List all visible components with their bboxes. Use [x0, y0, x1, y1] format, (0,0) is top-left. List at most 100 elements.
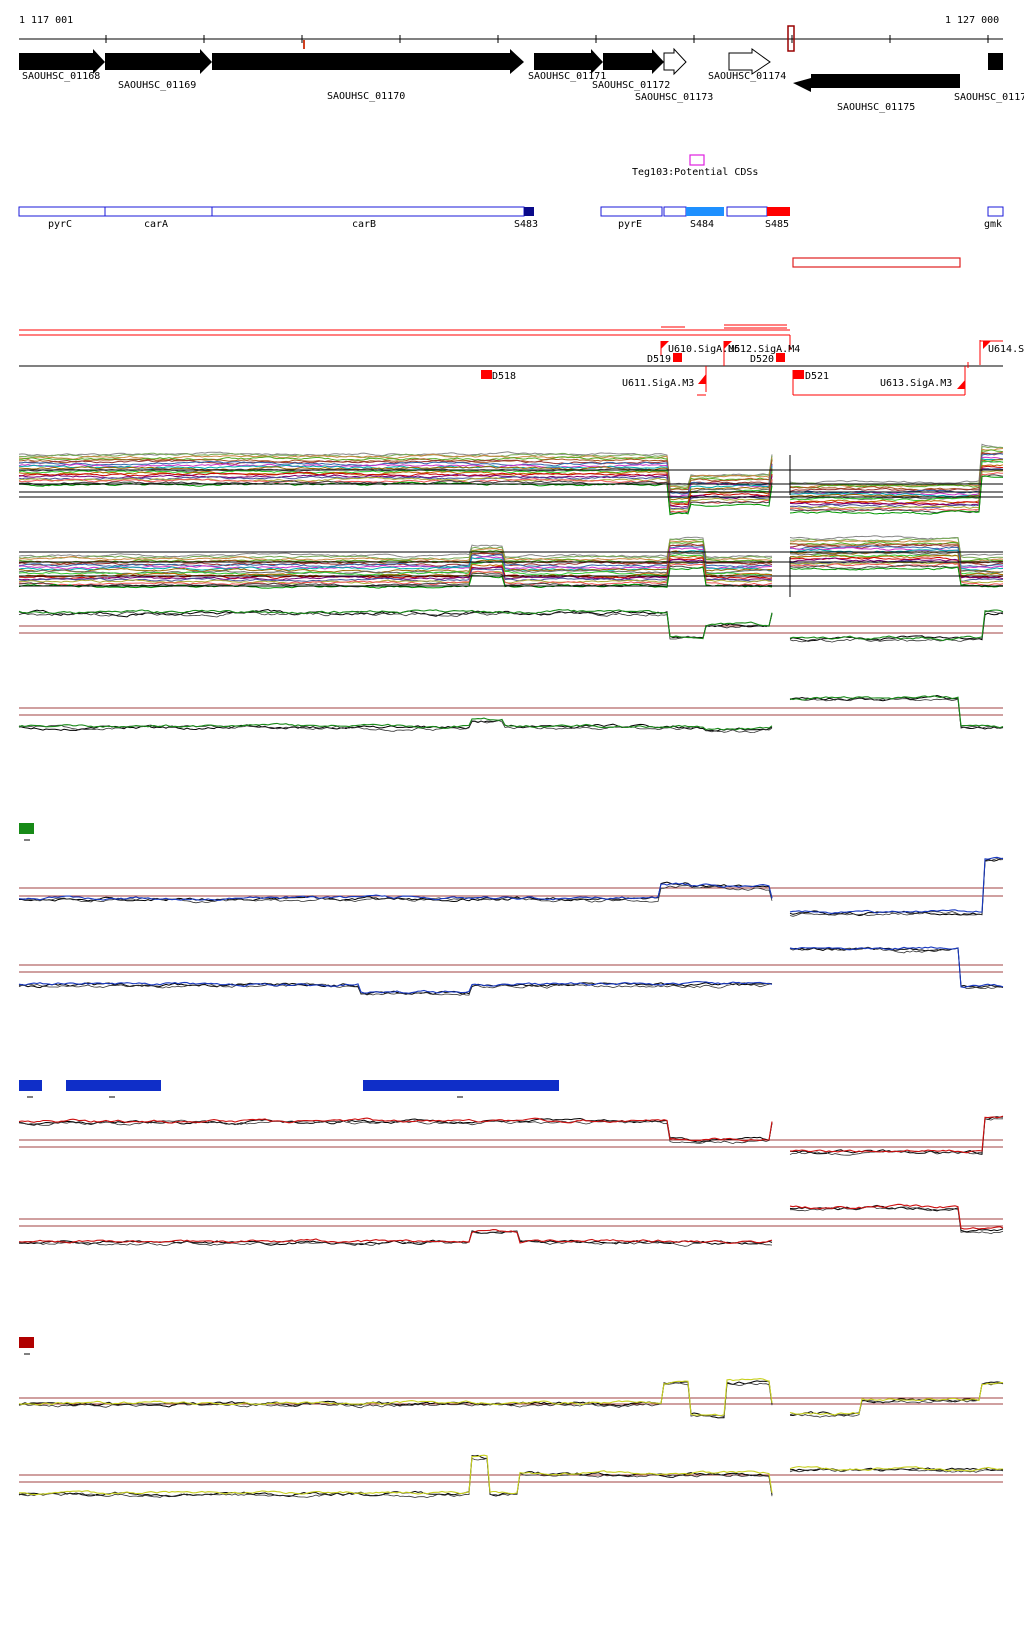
promoter-flag[interactable]: [724, 341, 732, 349]
promoter-flag-reverse[interactable]: [957, 380, 965, 389]
operon-label: pyrE: [618, 219, 642, 230]
region-bar-blue[interactable]: [19, 1080, 42, 1091]
gene-label: SAOUHSC_01172: [592, 80, 670, 91]
segment-S483[interactable]: [524, 207, 534, 216]
operon-label: carB: [352, 219, 376, 230]
gene-label: SAOUHSC_01173: [635, 92, 713, 103]
gene-arrow-01171[interactable]: [534, 49, 603, 74]
promoter-label: U613.SigA.M3: [880, 378, 952, 389]
series-line: [18, 1381, 1004, 1418]
series-line: [18, 1118, 1004, 1156]
promoter-label: U614.S: [988, 344, 1024, 355]
gene-arrow-01172[interactable]: [603, 49, 664, 74]
operon-block[interactable]: [663, 206, 687, 217]
operon-track: pyrC carA carB S483 pyrE S484 S485 gmk: [18, 206, 1004, 230]
series-line: [18, 1454, 1004, 1498]
segment-S485[interactable]: [767, 207, 790, 216]
terminator-D520[interactable]: [776, 353, 785, 362]
legend-green: [19, 823, 34, 841]
terminator-D518[interactable]: [481, 370, 492, 379]
legend-blue: [19, 1080, 559, 1098]
coord-start: 1 117 001: [19, 15, 73, 26]
track-pair: [18, 1454, 1004, 1499]
gene-arrow-01169[interactable]: [105, 49, 212, 74]
track-multi: [18, 535, 1004, 597]
operon-gmk[interactable]: [987, 206, 1004, 217]
series-line: [18, 554, 1004, 578]
track-pair: [18, 694, 1004, 734]
operon-carB[interactable]: [211, 206, 525, 217]
gene-label: SAOUHSC_01175: [837, 102, 915, 113]
terminator-label: D521: [805, 371, 829, 382]
terminator-label: D519: [647, 354, 671, 365]
series-line: [18, 1203, 1004, 1245]
gene-arrow-0117x[interactable]: [988, 53, 1003, 70]
series-line: [18, 546, 1004, 570]
series-line: [18, 537, 1004, 561]
track-pair: [18, 856, 1004, 917]
gene-arrow-01174[interactable]: [728, 48, 771, 75]
gene-arrow-01173[interactable]: [663, 47, 687, 76]
segment-S484[interactable]: [686, 207, 724, 216]
operon-label: S483: [514, 219, 538, 230]
series-line: [18, 468, 1004, 510]
series-line: [18, 1204, 1004, 1246]
series-line: [18, 608, 1004, 642]
series-line: [18, 443, 1004, 486]
track-pair: [18, 1378, 1004, 1419]
operon-pyrE[interactable]: [600, 206, 663, 217]
series-line: [18, 610, 1004, 643]
promoter-flag[interactable]: [983, 341, 991, 349]
promoter-flag-reverse[interactable]: [698, 374, 706, 384]
operon-block[interactable]: [726, 206, 768, 217]
operon-carA[interactable]: [104, 206, 213, 217]
track-pair: [18, 1203, 1004, 1247]
operon-label: carA: [144, 219, 168, 230]
series-line: [19, 857, 1004, 917]
promoter-track: U610.SigA.M5 U612.SigA.M4 U614.S D519 D5…: [19, 324, 1024, 396]
teg103-box[interactable]: [689, 154, 705, 166]
terminator-D519[interactable]: [673, 353, 682, 362]
gene-arrow-01168[interactable]: [19, 49, 105, 74]
series-line: [19, 858, 1004, 917]
region-bar-blue[interactable]: [363, 1080, 559, 1091]
gene-labels: SAOUHSC_01168 SAOUHSC_01169 SAOUHSC_0117…: [22, 71, 1024, 113]
series-line: [18, 1115, 1004, 1154]
region-bar-blue[interactable]: [66, 1080, 161, 1091]
track-multi: [18, 443, 1004, 516]
promoter-label: U612.SigA.M4: [728, 344, 800, 355]
gene-label: SAOUHSC_01169: [118, 80, 196, 91]
terminator-D521[interactable]: [793, 370, 804, 379]
track-pair: [18, 946, 1004, 996]
terminator-label: D520: [750, 354, 774, 365]
region-box[interactable]: [792, 257, 961, 268]
operon-label: S485: [765, 219, 789, 230]
series-line: [18, 856, 1004, 914]
gene-label: SAOUHSC_01168: [22, 71, 100, 82]
coord-end: 1 127 000: [945, 15, 999, 26]
terminator-label: D518: [492, 371, 516, 382]
operon-label: pyrC: [48, 219, 72, 230]
position-marker-box[interactable]: [787, 25, 795, 52]
series-line: [18, 551, 1004, 575]
legend-swatch-green[interactable]: [19, 823, 34, 834]
series-line: [18, 449, 1004, 490]
gene-label: SAOUHSC_01170: [327, 91, 405, 102]
promoter-flag[interactable]: [661, 341, 669, 349]
gene-label: SAOUHSC_0117: [954, 92, 1024, 103]
gene-label: SAOUHSC_01171: [528, 71, 606, 82]
expression-tracks: [18, 443, 1004, 1499]
series-line: [18, 535, 1004, 559]
legend-swatch-red[interactable]: [19, 1337, 34, 1348]
gene-arrow-01170[interactable]: [212, 49, 524, 74]
series-line: [19, 475, 1004, 516]
series-line: [18, 946, 1004, 994]
series-line: [19, 1454, 1003, 1496]
gene-label: SAOUHSC_01174: [708, 71, 786, 82]
series-line: [18, 695, 1004, 731]
operon-pyrC[interactable]: [18, 206, 106, 217]
series-line: [18, 1457, 1004, 1499]
gene-arrow-01175[interactable]: [793, 74, 960, 92]
track-pair: [18, 608, 1004, 643]
